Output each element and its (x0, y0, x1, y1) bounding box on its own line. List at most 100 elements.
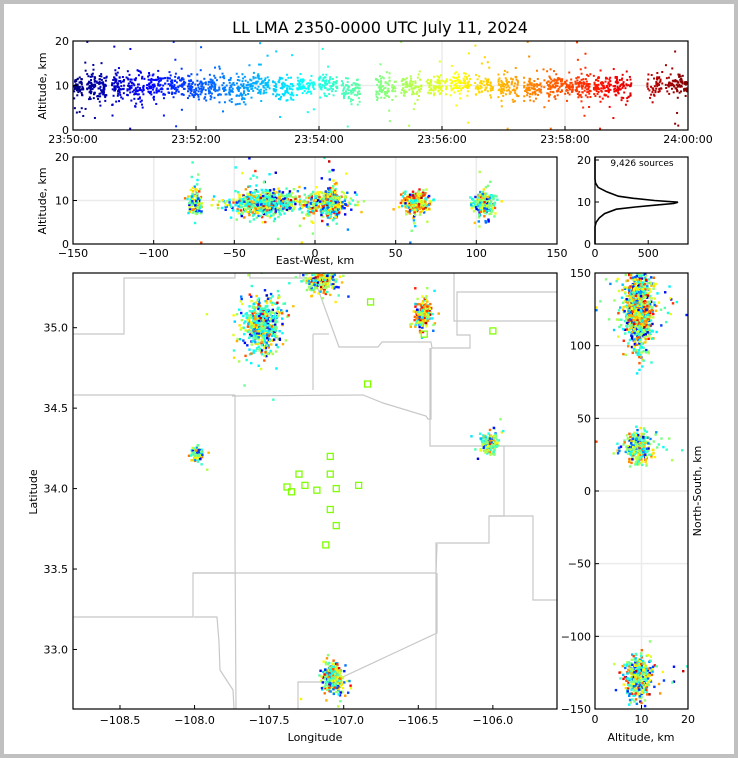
map-source-point (251, 331, 254, 335)
time-height-point (217, 93, 220, 96)
time-height-point (103, 91, 106, 94)
time-height-point (147, 75, 150, 78)
east-west-source-point (253, 191, 256, 194)
time-height-point (599, 127, 602, 130)
map-source-point (252, 324, 256, 328)
east-west-source-point (326, 223, 329, 226)
time-height-point (171, 91, 174, 94)
map-source-point (313, 287, 316, 290)
east-west-source-point (195, 194, 199, 197)
time-height-point (432, 89, 435, 92)
east-west-source-point (489, 200, 493, 203)
map-source-point (331, 284, 335, 288)
time-height-point (221, 72, 224, 75)
east-west-source-point (407, 206, 410, 209)
time-height-point (104, 96, 107, 99)
time-height-point (524, 90, 527, 93)
map-source-point (326, 279, 329, 283)
time-height-point (450, 87, 453, 90)
east-west-source-point (249, 208, 252, 212)
time-height-point (583, 114, 586, 117)
time-height-point (403, 89, 406, 92)
east-west-source-point (284, 204, 288, 207)
time-height-point (559, 91, 562, 94)
time-height-point (192, 96, 195, 99)
time-height-point (118, 76, 121, 79)
east-west-xtick-label: −100 (139, 247, 169, 260)
map-source-point (246, 344, 249, 347)
time-height-point (604, 80, 607, 83)
time-height-point (91, 85, 94, 88)
east-west-source-point (413, 215, 416, 218)
time-height-point (135, 92, 138, 95)
time-height-point (490, 96, 493, 99)
time-height-point (265, 88, 268, 91)
time-height-point (123, 78, 126, 81)
east-west-source-point (406, 201, 409, 205)
map-source-point (258, 349, 261, 352)
map-source-point (276, 337, 280, 341)
time-height-point (118, 100, 121, 103)
time-height-point (419, 87, 422, 90)
time-height-point (155, 91, 158, 94)
east-west-source-point (362, 200, 366, 203)
time-height-point (549, 82, 552, 85)
time-height-point (241, 84, 244, 87)
east-west-source-point (334, 202, 338, 206)
time-height-point (210, 78, 213, 81)
time-height-point (556, 82, 559, 85)
time-height-point (188, 82, 191, 85)
east-west-source-point (274, 196, 277, 200)
east-west-source-point (236, 199, 239, 202)
east-west-source-point (343, 213, 347, 216)
east-west-source-point (307, 196, 311, 200)
time-height-point (474, 44, 477, 47)
time-height-point (97, 97, 100, 100)
time-height-point (585, 88, 588, 91)
east-west-source-point (332, 218, 335, 222)
map-source-point (253, 323, 256, 326)
time-height-point (547, 99, 550, 102)
east-west-source-point (417, 203, 421, 206)
map-source-point (278, 311, 281, 315)
time-height-point (332, 81, 335, 84)
east-west-source-point (493, 215, 496, 218)
time-height-point (568, 71, 571, 74)
time-height-point (350, 92, 353, 95)
east-west-xtick-label: 100 (466, 247, 487, 260)
east-west-source-point (311, 190, 315, 194)
time-height-point (301, 81, 304, 84)
map-source-point (253, 337, 256, 340)
time-height-point (549, 76, 552, 79)
time-height-point (657, 83, 660, 86)
time-height-point (356, 103, 359, 106)
east-west-source-point (243, 216, 246, 219)
time-height-point (432, 85, 435, 88)
time-height-point (428, 82, 431, 85)
time-height-point (388, 72, 391, 75)
time-height-point (678, 73, 681, 76)
time-height-point (218, 86, 221, 89)
time-height-point (209, 86, 212, 89)
time-height-point (275, 50, 278, 53)
map-source-point (205, 312, 209, 316)
time-height-point (278, 81, 281, 84)
east-west-source-point (329, 199, 333, 202)
time-height-point (654, 89, 657, 92)
east-west-source-point (327, 191, 331, 195)
time-height-point (332, 84, 335, 87)
time-height-point (190, 79, 193, 82)
time-height-point (123, 84, 126, 87)
east-west-source-point (346, 191, 349, 194)
time-height-point (111, 82, 114, 85)
east-west-source-point (194, 194, 197, 198)
time-height-point (654, 91, 657, 94)
time-height-point (309, 90, 312, 93)
county-boundaries (73, 273, 557, 709)
time-height-point (588, 92, 591, 95)
map-source-point (327, 270, 329, 272)
map-source-point (269, 292, 273, 296)
time-height-point (468, 85, 471, 88)
time-height-point (92, 63, 95, 66)
